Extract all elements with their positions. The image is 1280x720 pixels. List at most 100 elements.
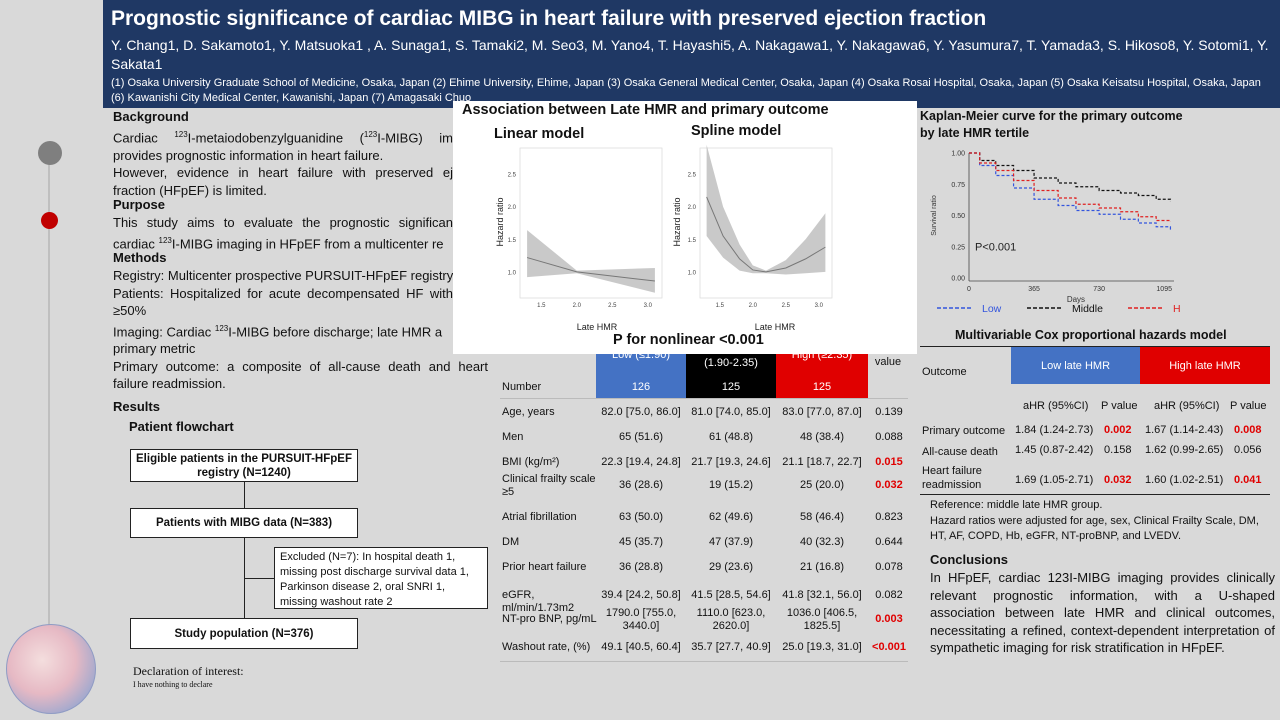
hr-panel: Association between Late HMR and primary… — [453, 101, 917, 354]
cox-cell-pvalue: 0.032 — [1104, 474, 1132, 486]
cox-adjust: Hazard ratios were adjusted for age, sex… — [930, 515, 1259, 542]
linear-title: Linear model — [494, 126, 585, 142]
hr-line — [706, 196, 826, 273]
km-series-high — [969, 152, 1172, 222]
cox-low-header: Low late HMR — [1011, 347, 1140, 384]
flow-arrow — [244, 482, 245, 508]
table-cell-high: 1036.0 [406.5, 1825.5] — [786, 607, 858, 632]
x-tick-label: 2.0 — [573, 303, 582, 309]
x-tick-label: 2.5 — [608, 303, 617, 309]
x-tick-label: 2.5 — [782, 303, 791, 309]
spline-plot: 1.0 1.5 2.0 2.5 1.5 2.0 2.5 3.0 Hazard ratio Late… — [672, 144, 833, 332]
cox-sub-hr-high: aHR (95%CI) — [1154, 400, 1220, 412]
km-y-tick-label: 0.00 — [951, 276, 965, 283]
x-tick-label: 1.5 — [537, 303, 546, 309]
table-cell-pvalue: 0.823 — [875, 511, 903, 523]
km-series-middle — [969, 152, 1172, 202]
table-cell-low: 36 (28.8) — [618, 561, 664, 573]
table-cell-low: 39.4 [24.2, 50.8] — [601, 589, 681, 601]
y-axis-label: Hazard ratio — [495, 197, 505, 246]
table-cell-low: 63 (50.0) — [618, 511, 664, 523]
table-cell-pvalue: 0.032 — [875, 479, 903, 491]
y-tick-label: 1.0 — [508, 270, 517, 276]
table-row-label: Washout rate, (%) — [502, 641, 591, 653]
cox-cell-pvalue: 0.008 — [1234, 424, 1262, 436]
table-cell-pvalue: 0.015 — [875, 456, 903, 468]
hr-panel-title: Association between Late HMR and primary… — [462, 102, 829, 118]
hr-line — [526, 257, 655, 282]
table-cell-low: 65 (51.6) — [618, 431, 664, 443]
timeline-dot-red — [41, 212, 58, 229]
x-tick-label: 3.0 — [644, 303, 653, 309]
cox-cell-hr: 1.62 (0.99-2.65) — [1145, 444, 1224, 456]
x-tick-label: 3.0 — [815, 303, 824, 309]
background-heading: Background — [113, 109, 189, 124]
table-row-label: eGFR, ml/min/1.73m2 — [502, 589, 575, 614]
flow-box-eligible: Eligible patients in the PURSUIT-HFpEF r… — [130, 449, 358, 482]
table-cell-high: 58 (46.4) — [799, 511, 845, 523]
cox-cell-hr: 1.67 (1.14-2.43) — [1145, 424, 1224, 436]
y-tick-label: 1.5 — [508, 238, 517, 244]
table-cell-high: 83.0 [77.0, 87.0] — [782, 406, 862, 418]
y-tick-label: 1.0 — [688, 270, 697, 276]
cox-sub-p-low: P value — [1101, 400, 1138, 412]
conclusions-heading: Conclusions — [930, 552, 1009, 567]
table-cell-pvalue: 0.082 — [875, 589, 903, 601]
km-title: Kaplan-Meier curve for the primary outco… — [920, 109, 1183, 140]
spline-title: Spline model — [691, 123, 782, 139]
table-bottom-line — [500, 661, 908, 662]
cox-high-header: High late HMR — [1140, 347, 1270, 384]
y-tick-label: 2.0 — [508, 205, 517, 211]
results-heading: Results — [113, 399, 160, 414]
y-tick-label: 2.5 — [508, 173, 517, 179]
km-y-tick-label: 1.00 — [951, 151, 965, 158]
cox-divider — [920, 346, 1270, 347]
ci-band — [706, 144, 826, 275]
table-cell-high: 41.8 [32.1, 56.0] — [782, 589, 862, 601]
poster-title: Prognostic significance of cardiac MIBG … — [111, 7, 987, 30]
x-axis-label: Late HMR — [755, 322, 796, 332]
table-row-label: BMI (kg/m²) — [502, 456, 560, 468]
table-cell-high: 21 (16.8) — [799, 561, 845, 573]
cox-row-label: Primary outcome — [922, 425, 1006, 437]
cox-cell-pvalue: 0.041 — [1234, 474, 1262, 486]
table-cell-low: 1790.0 [755.0, 3440.0] — [605, 607, 677, 632]
timeline-line — [48, 150, 50, 660]
author-list: Y. Chang1, D. Sakamoto1, Y. Matsuoka1 , … — [111, 37, 1269, 72]
y-tick-label: 2.5 — [688, 173, 697, 179]
cox-sub-p-high: P value — [1230, 400, 1267, 412]
background-text: Cardiac 123I-metaiodobenzylguanidine (12… — [113, 130, 453, 198]
table-divider — [500, 398, 908, 399]
table-cell-high: 25 (20.0) — [799, 479, 845, 491]
cox-cell-pvalue: 0.158 — [1104, 444, 1132, 456]
table-cell-pvalue: 0.139 — [875, 406, 903, 418]
x-axis-label: Late HMR — [577, 322, 618, 332]
flow-box-study: Study population (N=376) — [130, 618, 358, 649]
cox-cell-pvalue: 0.002 — [1104, 424, 1132, 436]
table-row-label: Clinical frailty scale ≥5 — [502, 473, 596, 498]
km-legend-label: Low — [982, 303, 1002, 315]
flowchart-title: Patient flowchart — [129, 419, 234, 434]
table-cell-mid: 81.0 [74.0, 85.0] — [691, 406, 771, 418]
table-cell-pvalue: 0.088 — [875, 431, 903, 443]
purpose-text: This study aims to evaluate the prognost… — [113, 215, 453, 251]
cox-bottom-line — [920, 494, 1270, 495]
flow-branch — [244, 578, 274, 579]
km-x-axis-label: Days — [1067, 295, 1085, 304]
table-row-label: Atrial fibrillation — [502, 511, 577, 523]
table-cell-low: 82.0 [75.0, 86.0] — [601, 406, 681, 418]
left-sidebar — [0, 0, 103, 720]
methods-text: Registry: Multicenter prospective PURSUI… — [113, 268, 488, 392]
conclusions-text: In HFpEF, cardiac 123I-MIBG imaging prov… — [930, 570, 1275, 655]
km-legend-label: Middle — [1072, 303, 1103, 315]
cox-row-label: Heart failure readmission — [922, 465, 982, 491]
table-cell-pvalue: 0.078 — [875, 561, 903, 573]
km-y-tick-label: 0.25 — [951, 244, 965, 251]
km-p-value: P<0.001 — [975, 242, 1016, 254]
cox-outcome-header: Outcome — [922, 366, 967, 378]
timeline-dot-gray — [38, 141, 62, 165]
cox-cell-hr: 1.60 (1.02-2.51) — [1145, 474, 1224, 486]
hr-charts: 1.0 1.5 2.0 2.5 1.5 2.0 2.5 3.0 Hazard ratio Late… — [495, 144, 833, 332]
table-cell-mid: 47 (37.9) — [708, 536, 754, 548]
declaration-text: I have nothing to declare — [133, 680, 213, 689]
